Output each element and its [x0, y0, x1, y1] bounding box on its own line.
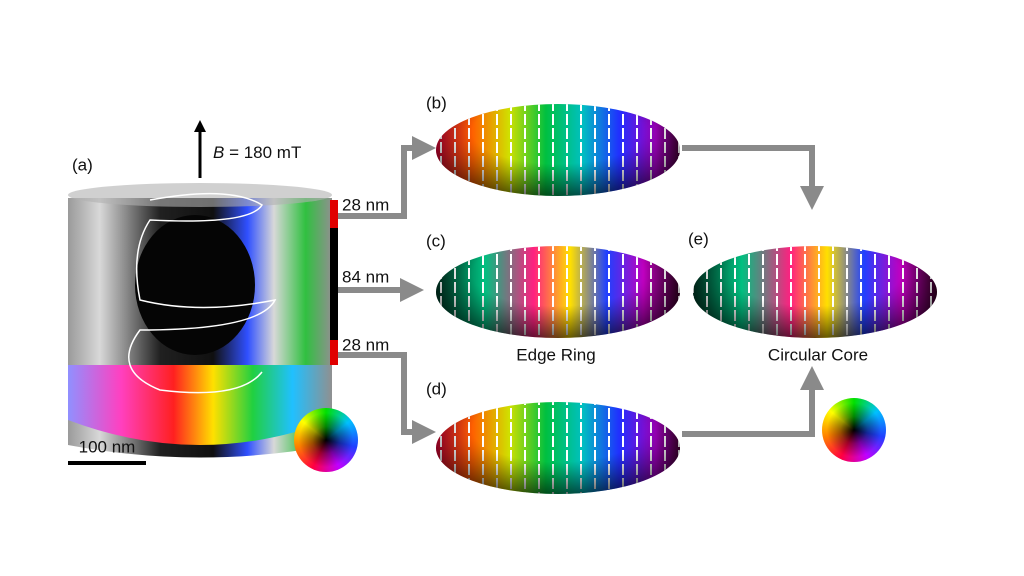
field-label: B = 180 mT [213, 143, 301, 162]
field-value: = 180 mT [224, 143, 301, 162]
panel-label: (b) [426, 93, 447, 112]
color-wheel [822, 398, 886, 462]
caption: Edge Ring [516, 345, 595, 364]
disk-d [436, 402, 680, 494]
panel-label: (e) [688, 229, 709, 248]
cylinder [68, 183, 338, 458]
scale-label: 100 nm [79, 437, 136, 456]
panel-label: (a) [72, 155, 93, 174]
color-wheel [294, 408, 358, 472]
disk-c [436, 246, 680, 338]
thickness-label: 84 nm [342, 267, 389, 286]
field-symbol: B [213, 143, 224, 162]
thickness-label: 28 nm [342, 335, 389, 354]
disk-b [436, 104, 680, 196]
panel-label: (c) [426, 231, 446, 250]
panel-label: (d) [426, 379, 447, 398]
flow-arrows [338, 136, 824, 444]
disk-e [693, 246, 937, 338]
caption: Circular Core [768, 345, 868, 364]
thickness-label: 28 nm [342, 195, 389, 214]
